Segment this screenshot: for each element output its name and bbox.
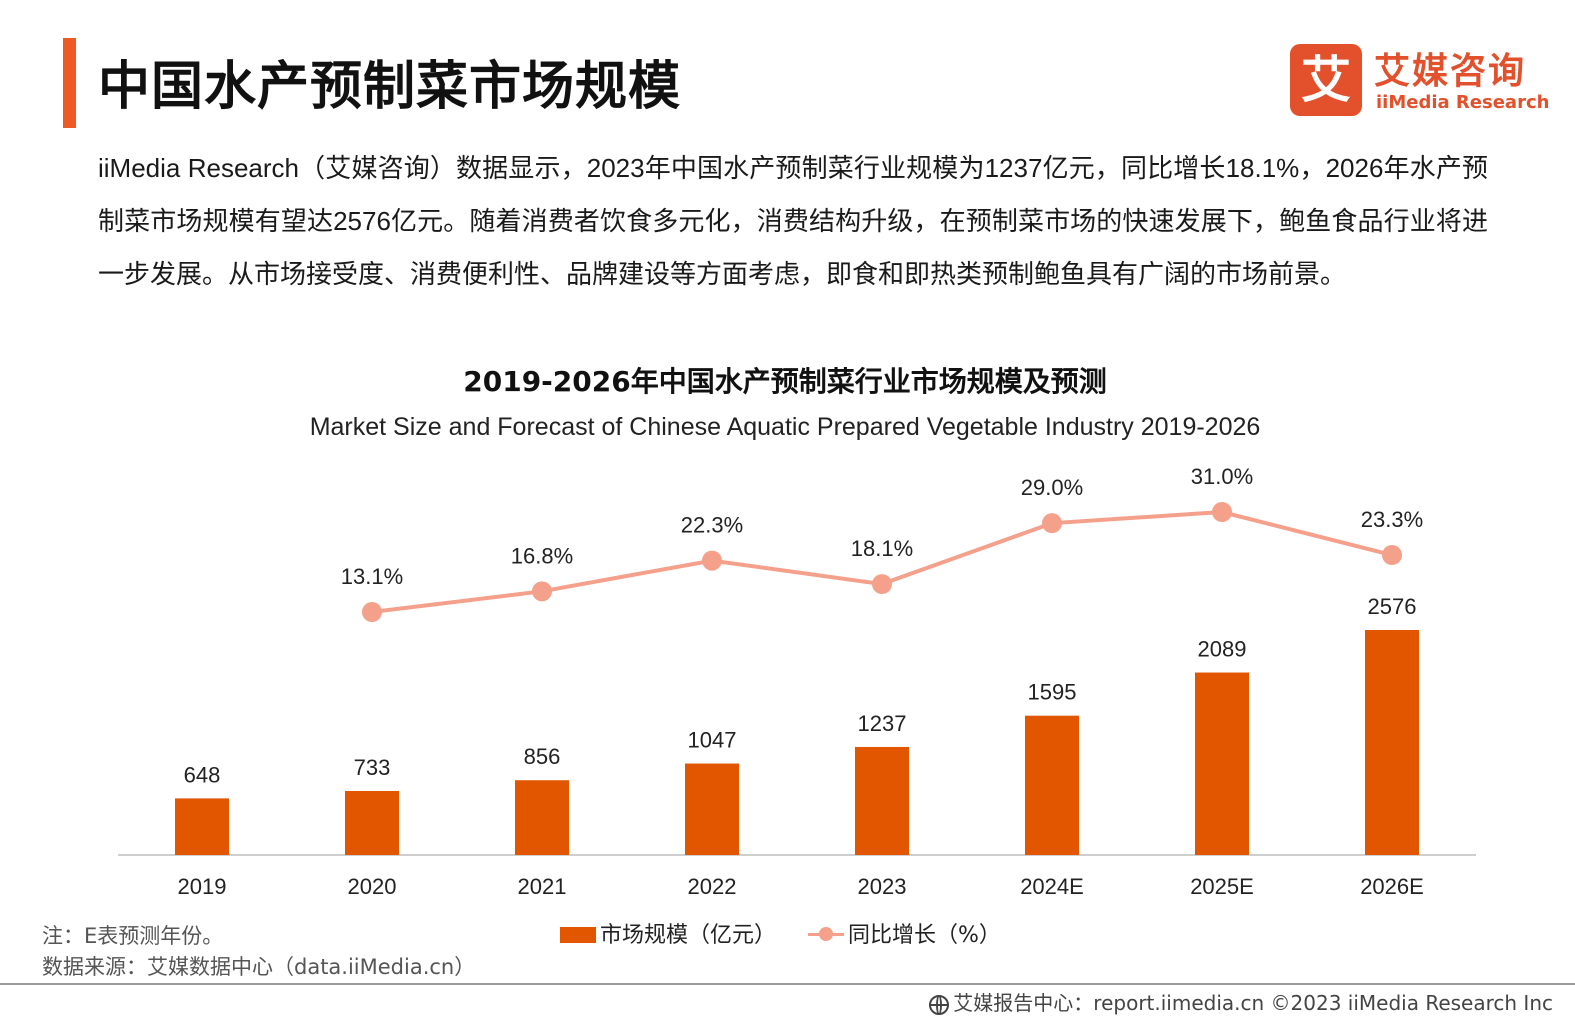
- chart-subtitle: Market Size and Forecast of Chinese Aqua…: [309, 413, 1261, 441]
- bar-2019: [175, 798, 229, 855]
- bar-value-label: 1595: [1028, 680, 1077, 705]
- x-tick-label: 2022: [688, 874, 737, 899]
- x-tick-label: 2020: [348, 874, 397, 899]
- footer: 艾媒报告中心：report.iimedia.cn ©2023 iiMedia R…: [929, 987, 1553, 1016]
- growth-value-label: 23.3%: [1361, 507, 1423, 532]
- logo-icon: 艾: [1290, 44, 1362, 116]
- page-title: 中国水产预制菜市场规模: [98, 57, 682, 117]
- growth-value-label: 29.0%: [1021, 475, 1083, 500]
- data-source: 数据来源：艾媒数据中心（data.iiMedia.cn）: [42, 955, 476, 979]
- x-tick-label: 2025E: [1190, 874, 1254, 899]
- bar-value-label: 1237: [858, 711, 907, 736]
- growth-point-2025E: [1212, 502, 1232, 522]
- legend-bar-swatch: [560, 927, 596, 943]
- bar-value-label: 648: [184, 762, 221, 787]
- bar-value-label: 733: [354, 755, 391, 780]
- growth-value-label: 16.8%: [511, 543, 573, 568]
- footer-text: 艾媒报告中心：report.iimedia.cn ©2023 iiMedia R…: [953, 991, 1553, 1015]
- growth-point-2024E: [1042, 513, 1062, 534]
- growth-point-2021: [532, 581, 552, 602]
- bar-value-label: 2089: [1198, 637, 1247, 662]
- logo-name-en: iiMedia Research: [1376, 92, 1550, 113]
- bar-value-label: 856: [524, 744, 561, 769]
- bar-2020: [345, 790, 399, 855]
- legend-label-growth: 同比增长（%）: [848, 923, 1001, 948]
- bar-2026E: [1365, 630, 1419, 855]
- x-tick-label: 2021: [518, 874, 567, 899]
- bar-2022: [685, 763, 739, 855]
- x-tick-label: 2026E: [1360, 874, 1424, 899]
- bar-2021: [515, 780, 569, 855]
- bar-value-label: 2576: [1368, 594, 1417, 619]
- growth-point-2022: [702, 550, 722, 571]
- growth-value-label: 18.1%: [851, 536, 913, 561]
- growth-point-2023: [872, 574, 892, 595]
- bar-2024E: [1025, 715, 1079, 855]
- footer-divider: [0, 983, 1575, 985]
- title-accent-bar: [63, 38, 76, 128]
- x-tick-label: 2024E: [1020, 874, 1084, 899]
- growth-point-2026E: [1382, 545, 1402, 566]
- growth-point-2020: [362, 602, 382, 622]
- legend-line-dot: [819, 927, 833, 941]
- legend-label-market-size: 市场规模（亿元）: [600, 923, 777, 948]
- bar-2025E: [1195, 672, 1249, 855]
- logo-name-cn: 艾媒咨询: [1374, 51, 1527, 92]
- growth-value-label: 31.0%: [1191, 464, 1253, 489]
- x-tick-label: 2023: [858, 874, 907, 899]
- growth-value-label: 22.3%: [681, 513, 743, 538]
- bar-2023: [855, 746, 909, 855]
- chart-title: 2019-2026年中国水产预制菜行业市场规模及预测: [463, 365, 1107, 398]
- growth-line: [371, 509, 1393, 614]
- summary-paragraph: iiMedia Research（艾媒咨询）数据显示，2023年中国水产预制菜行…: [98, 153, 1488, 289]
- growth-value-label: 13.1%: [341, 564, 403, 589]
- forecast-note: 注：E表预测年份。: [42, 924, 224, 948]
- bar-value-label: 1047: [688, 728, 737, 753]
- globe-icon: [929, 995, 950, 1015]
- x-tick-label: 2019: [178, 874, 227, 899]
- brand-logo: 艾 艾媒咨询 iiMedia Research: [1290, 44, 1549, 120]
